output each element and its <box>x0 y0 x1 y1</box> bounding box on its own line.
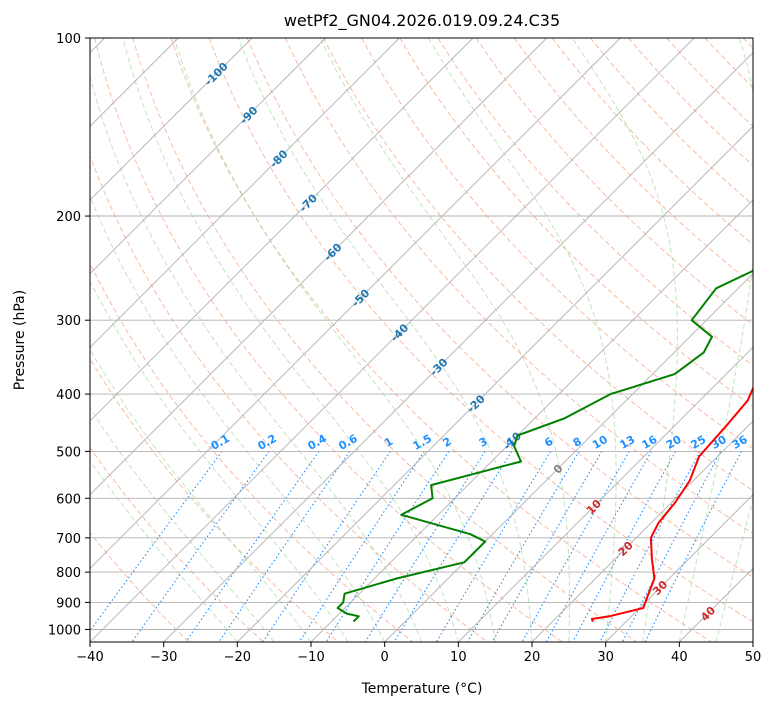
mixing-ratio-line <box>468 451 580 642</box>
isotherm-line <box>385 38 775 642</box>
dry-adiabat <box>514 38 775 642</box>
x-tick-label: 50 <box>745 650 762 665</box>
isotherm-label: -90 <box>237 104 260 127</box>
mixing-ratio-line <box>132 451 269 642</box>
y-tick-label: 600 <box>56 492 81 507</box>
moist-adiabat <box>45 38 384 642</box>
isotherm-label: -30 <box>427 355 450 378</box>
x-tick-label: 40 <box>671 650 688 665</box>
dry-adiabat <box>0 38 189 642</box>
dry-adiabat <box>18 38 413 642</box>
x-tick-label: −30 <box>150 650 177 665</box>
y-tick-label: 400 <box>56 388 81 403</box>
mixing-ratio-label: 20 <box>664 433 684 452</box>
isotherm-line <box>0 38 326 642</box>
y-tick-label: 1000 <box>48 623 81 638</box>
isotherm-line <box>16 38 620 642</box>
x-tick-label: 20 <box>524 650 541 665</box>
moist-adiabat <box>679 38 759 642</box>
mixing-ratio-label: 8 <box>571 435 584 450</box>
moist-adiabat <box>174 38 495 642</box>
y-tick-label: 300 <box>56 314 81 329</box>
x-tick-label: −40 <box>76 650 103 665</box>
mixing-ratio-line <box>326 451 449 642</box>
isotherm-line <box>0 38 547 642</box>
dry-adiabat <box>705 38 775 642</box>
moist-adiabat <box>716 38 775 642</box>
dry-adiabat <box>0 38 263 642</box>
isotherm-label: -20 <box>465 392 488 415</box>
x-axis-label: Temperature (°C) <box>361 681 483 697</box>
moist-adiabat <box>238 38 532 642</box>
x-tick-label: 0 <box>381 650 389 665</box>
y-tick-label: 800 <box>56 566 81 581</box>
isotherm-label: -80 <box>267 147 290 170</box>
mixing-ratio-label: 1 <box>382 435 395 450</box>
x-tick-label: −20 <box>224 650 251 665</box>
mixing-ratio-line <box>600 451 700 642</box>
moist-adiabat <box>0 38 237 642</box>
isotherm-line <box>679 38 775 642</box>
moist-adiabat <box>0 38 311 642</box>
isotherm-line <box>0 38 399 642</box>
plot-frame <box>90 38 753 642</box>
y-tick-label: 500 <box>56 445 81 460</box>
isotherm-line <box>753 38 775 642</box>
dry-adiabat <box>667 38 775 642</box>
dry-adiabat <box>438 38 775 642</box>
mixing-ratio-label: 16 <box>640 433 660 452</box>
moist-adiabat <box>81 38 422 642</box>
mixing-ratio-label: 36 <box>730 433 750 452</box>
isotherm-label: -40 <box>388 321 411 344</box>
dry-adiabat <box>57 38 488 642</box>
isotherm-label: -60 <box>321 240 344 263</box>
mixing-ratio-line <box>263 451 391 642</box>
y-tick-label: 900 <box>56 596 81 611</box>
dry-adiabat <box>0 38 338 642</box>
x-tick-label: 10 <box>450 650 467 665</box>
isotherm-label: 40 <box>698 604 718 624</box>
temperature-line <box>592 38 775 622</box>
moist-adiabat <box>0 38 274 642</box>
mixing-ratio-label: 13 <box>618 433 638 452</box>
mixing-ratio-label: 0.4 <box>306 432 330 453</box>
isotherm-label: 10 <box>584 497 604 517</box>
mixing-ratio-label: 1.5 <box>411 432 434 453</box>
moist-adiabat <box>15 38 348 642</box>
y-tick-label: 700 <box>56 532 81 547</box>
mixing-ratio-line <box>82 451 222 642</box>
isotherm-label: 20 <box>616 539 636 559</box>
x-tick-label: −10 <box>297 650 324 665</box>
x-tick-label: 30 <box>597 650 614 665</box>
mixing-ratio-line <box>299 451 424 642</box>
mixing-ratio-label: 10 <box>590 433 610 452</box>
moist-adiabat <box>123 38 458 642</box>
mixing-ratio-line <box>522 451 629 642</box>
mixing-ratio-label: 3 <box>477 435 490 450</box>
chart-title: wetPf2_GN04.2026.019.09.24.C35 <box>284 11 560 31</box>
mixing-ratio-label: 2 <box>441 435 454 450</box>
isotherm-label: -100 <box>202 60 231 89</box>
y-tick-label: 200 <box>56 210 81 225</box>
y-tick-label: 100 <box>56 32 81 47</box>
isotherm-label: -10 <box>501 429 524 452</box>
isotherm-label: -70 <box>297 191 320 214</box>
isotherm-line <box>0 38 252 642</box>
dry-adiabat <box>743 38 775 642</box>
y-axis-label: Pressure (hPa) <box>12 290 28 390</box>
